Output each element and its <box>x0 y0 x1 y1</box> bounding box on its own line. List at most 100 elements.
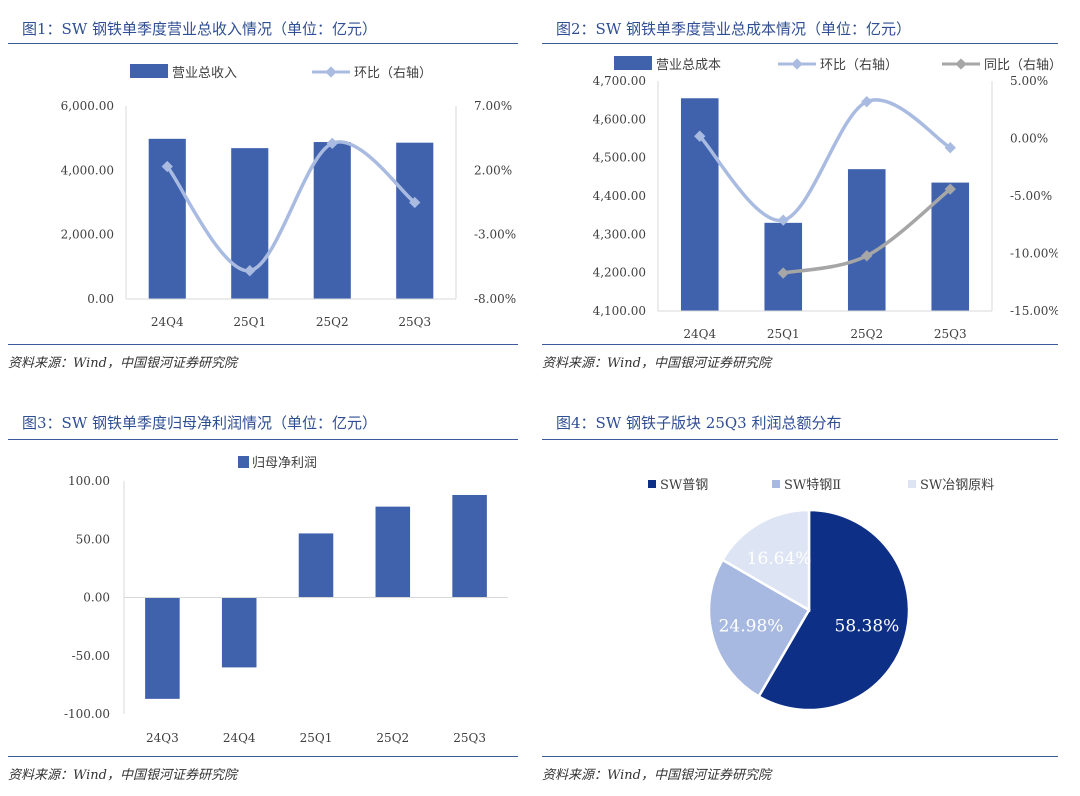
series-1-marker <box>326 137 338 149</box>
category-label: 25Q3 <box>934 327 967 341</box>
left-axis-tick-label: 4,300.00 <box>593 227 646 241</box>
figure-4-title: 图4：SW 钢铁子版块 25Q3 利润总额分布 <box>556 414 842 432</box>
figure-1-bottom-rule <box>8 344 518 345</box>
bar-25Q2 <box>847 169 886 311</box>
category-label: 25Q2 <box>316 315 349 329</box>
pie-slice-1 <box>707 558 811 699</box>
figure-4-panel: 图4：SW 钢铁子版块 25Q3 利润总额分布 58.38% 24.98% 16.6… <box>542 406 1062 791</box>
series-line-1 <box>165 140 416 273</box>
legend-label: SW普钢 <box>660 478 708 493</box>
legend-label: SW特钢Ⅱ <box>784 478 841 493</box>
legend-label: 环比（右轴） <box>354 66 432 81</box>
series-2-marker <box>944 183 956 195</box>
figure-1-chart: 0.00 2,000.00 4,000.00 6,000.00 -8.00% -3.00%… <box>61 64 516 329</box>
category-label: 25Q1 <box>300 731 333 745</box>
bar-25Q1 <box>298 533 334 598</box>
left-axis-tick-label: 2,000.00 <box>61 228 114 242</box>
left-axis-tick-label: 4,500.00 <box>593 151 646 165</box>
left-axis-tick-label: 50.00 <box>76 532 110 546</box>
figure-2-chart: 4,100.00 4,200.00 4,300.00 4,400.00 4,500.00… <box>593 56 1058 341</box>
bar-25Q2 <box>313 142 351 299</box>
category-label: 25Q1 <box>767 327 800 341</box>
bar-24Q4 <box>221 597 257 668</box>
category-label: 24Q4 <box>151 315 184 329</box>
figure-2-source: 资料来源：Wind，中国银河证券研究院 <box>542 356 771 371</box>
figure-2-title-rule <box>542 43 1058 44</box>
bar-25Q2 <box>375 506 411 598</box>
left-axis-tick-label: 4,700.00 <box>593 74 646 88</box>
bar-25Q1 <box>231 148 269 299</box>
left-axis-tick-label: 4,400.00 <box>593 189 646 203</box>
figure-3-source: 资料来源：Wind，中国银河证券研究院 <box>8 768 237 783</box>
figure-4-source: 资料来源：Wind，中国银河证券研究院 <box>542 768 771 783</box>
legend-label: 营业总成本 <box>656 58 721 73</box>
left-axis-tick-label: -50.00 <box>72 649 110 663</box>
legend-swatch <box>908 480 916 488</box>
figure-2-title: 图2：SW 钢铁单季度营业总成本情况（单位：亿元） <box>556 20 912 38</box>
figure-4-chart: 58.38% 24.98% 16.64% SW普钢 SW特钢Ⅱ SW冶钢原料 <box>648 478 994 712</box>
right-axis-tick-label: -10.00% <box>1010 247 1058 261</box>
left-axis-tick-label: 4,000.00 <box>61 163 114 177</box>
legend-swatch <box>772 480 780 488</box>
category-label: 25Q3 <box>398 315 431 329</box>
category-label: 24Q4 <box>223 731 256 745</box>
legend-swatch <box>614 56 652 70</box>
series-1-marker <box>861 96 873 108</box>
category-label: 25Q1 <box>233 315 266 329</box>
legend-marker <box>791 58 803 70</box>
figure-3-chart: -100.00 -50.00 0.00 50.00 100.00 24Q3 24Q4 25Q1… <box>64 456 508 745</box>
bar-25Q3 <box>452 494 487 598</box>
right-axis-tick-label: -3.00% <box>474 228 516 242</box>
figure-1-panel: 图1：SW 钢铁单季度营业总收入情况（单位：亿元） 0.00 2,000.00 4,… <box>8 8 520 380</box>
legend-swatch <box>648 480 656 488</box>
category-label: 24Q4 <box>683 327 716 341</box>
figure-2-bottom-rule <box>542 344 1058 345</box>
category-label: 25Q3 <box>453 731 486 745</box>
legend-swatch <box>130 64 168 78</box>
legend-label: 归母净利润 <box>252 456 317 471</box>
right-axis-tick-label: 5.00% <box>1010 74 1048 88</box>
series-1-marker <box>777 214 789 226</box>
category-label: 25Q2 <box>850 327 883 341</box>
legend-label: 环比（右轴） <box>820 58 898 73</box>
figure-1-source: 资料来源：Wind，中国银河证券研究院 <box>8 356 237 371</box>
legend-label: SW冶钢原料 <box>920 478 994 493</box>
series-2-marker <box>777 267 789 279</box>
left-axis-tick-label: -100.00 <box>64 707 110 721</box>
left-axis-tick-label: 6,000.00 <box>61 99 114 113</box>
figure-1-title: 图1：SW 钢铁单季度营业总收入情况（单位：亿元） <box>22 20 378 38</box>
left-axis-tick-label: 4,200.00 <box>593 266 646 280</box>
figure-3-title-rule <box>8 439 518 440</box>
right-axis-tick-label: -8.00% <box>474 292 516 306</box>
pie-data-label: 58.38% <box>835 617 900 637</box>
pie-slice-2 <box>720 508 811 613</box>
figure-4-title-rule <box>542 439 1058 440</box>
series-2-marker <box>861 250 873 262</box>
legend-marker <box>325 66 337 78</box>
series-line-1 <box>698 98 952 222</box>
bar-24Q4 <box>680 98 719 311</box>
bar-25Q1 <box>764 222 803 311</box>
series-1-marker <box>409 196 421 209</box>
left-axis-tick-label: 4,100.00 <box>593 304 646 318</box>
category-label: 25Q2 <box>376 731 409 745</box>
figure-1-title-rule <box>8 43 518 44</box>
left-axis-tick-label: 100.00 <box>68 474 110 488</box>
figure-4-bottom-rule <box>542 756 1058 757</box>
pie-slice-0 <box>757 508 911 712</box>
bar-25Q3 <box>931 182 970 311</box>
right-axis-tick-label: 2.00% <box>474 163 512 177</box>
category-label: 24Q3 <box>146 731 179 745</box>
pie-data-label: 16.64% <box>747 549 812 569</box>
right-axis-tick-label: -5.00% <box>1010 189 1052 203</box>
left-axis-tick-label: 0.00 <box>87 292 114 306</box>
pie-data-label: 24.98% <box>719 616 784 636</box>
figure-3-bottom-rule <box>8 756 518 757</box>
legend-marker <box>955 58 967 70</box>
right-axis-tick-label: 7.00% <box>474 99 512 113</box>
figure-3-title: 图3：SW 钢铁单季度归母净利润情况（单位：亿元） <box>22 414 378 432</box>
series-1-marker <box>161 160 173 173</box>
left-axis-tick-label: 0.00 <box>83 591 110 605</box>
legend-label: 营业总收入 <box>172 66 237 81</box>
figure-2-panel: 图2：SW 钢铁单季度营业总成本情况（单位：亿元） 4,100.00 4,200.… <box>542 8 1062 380</box>
